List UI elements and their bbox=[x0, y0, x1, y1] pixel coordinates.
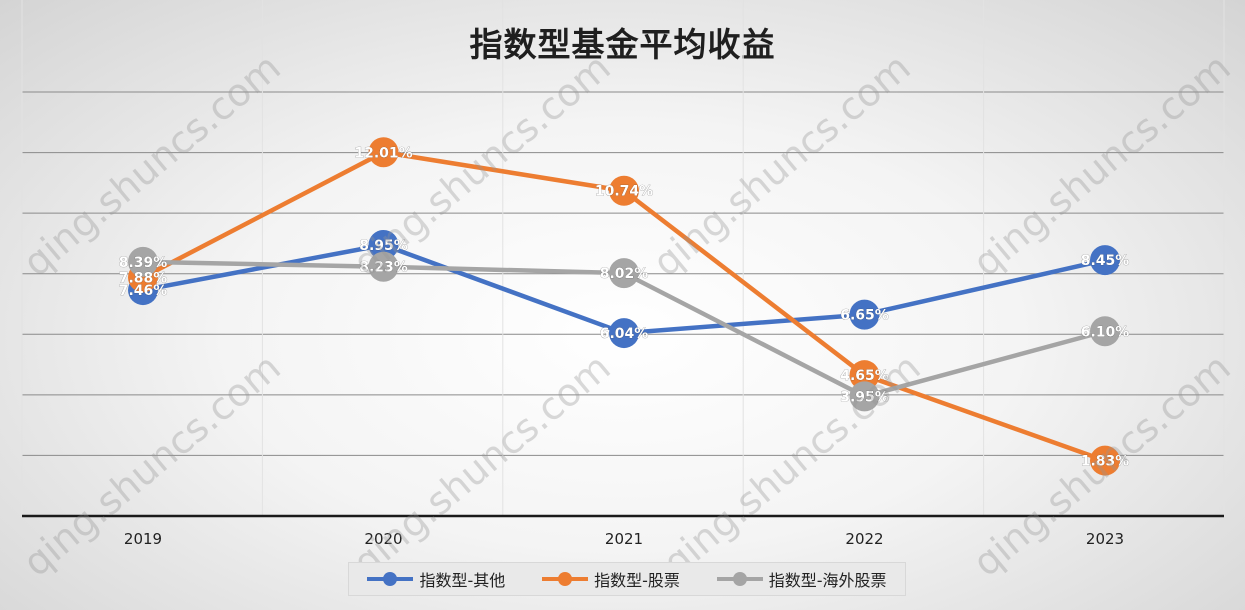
data-label: 6.10% bbox=[1081, 324, 1130, 340]
x-tick-label: 2021 bbox=[605, 530, 643, 548]
data-label: 8.02% bbox=[600, 266, 649, 282]
watermark-text: qing.shuncs.com bbox=[645, 45, 919, 285]
watermark-text: qing.shuncs.com bbox=[15, 345, 289, 585]
x-tick-label: 2020 bbox=[364, 530, 402, 548]
legend-label-overseas: 指数型-海外股票 bbox=[768, 571, 887, 590]
data-point bbox=[128, 246, 158, 277]
data-label: 10.74% bbox=[595, 184, 653, 200]
data-label: 7.46% bbox=[119, 283, 168, 299]
chart-title: 指数型基金平均收益 bbox=[469, 25, 776, 64]
data-label: 8.95% bbox=[359, 238, 408, 254]
x-tick-label: 2019 bbox=[124, 530, 162, 548]
x-tick-label: 2022 bbox=[845, 530, 883, 548]
watermark-text: qing.shuncs.com bbox=[655, 345, 929, 585]
legend-item-overseas[interactable]: 指数型-海外股票 bbox=[716, 567, 887, 591]
data-label: 3.95% bbox=[840, 389, 889, 405]
legend-label-stock: 指数型-股票 bbox=[594, 571, 680, 590]
data-label: 8.45% bbox=[1081, 253, 1130, 269]
data-point bbox=[368, 229, 399, 260]
data-label: 7.88% bbox=[119, 270, 168, 286]
legend-swatch-overseas bbox=[716, 572, 763, 586]
legend-swatch-other bbox=[367, 572, 414, 586]
data-label: 6.65% bbox=[840, 308, 889, 324]
watermark-text: qing.shuncs.com bbox=[345, 345, 619, 585]
watermark-text: qing.shuncs.com bbox=[15, 45, 289, 285]
data-label: 12.01% bbox=[354, 145, 412, 161]
watermark-text: qing.shuncs.com bbox=[965, 345, 1239, 585]
data-point bbox=[849, 299, 880, 330]
legend-item-other[interactable]: 指数型-其他 bbox=[367, 567, 505, 591]
data-point bbox=[609, 175, 639, 206]
legend: 指数型-其他 指数型-股票 指数型-海外股票 bbox=[348, 562, 906, 596]
legend-item-stock[interactable]: 指数型-股票 bbox=[542, 567, 680, 591]
data-point bbox=[368, 137, 399, 168]
legend-label-other: 指数型-其他 bbox=[419, 571, 506, 590]
data-label: 8.23% bbox=[359, 260, 408, 276]
x-tick-label: 2023 bbox=[1086, 530, 1124, 548]
data-label: 8.39% bbox=[119, 255, 168, 271]
data-label: 6.04% bbox=[600, 326, 649, 342]
data-point bbox=[849, 360, 880, 391]
data-point bbox=[1090, 245, 1120, 276]
data-label: 4.65% bbox=[840, 368, 889, 384]
legend-swatch-stock bbox=[542, 572, 589, 586]
data-point bbox=[849, 381, 880, 412]
data-point bbox=[609, 318, 639, 349]
data-point bbox=[1090, 316, 1120, 347]
data-label: 1.83% bbox=[1081, 454, 1130, 470]
data-point bbox=[1090, 445, 1120, 476]
data-point bbox=[609, 258, 639, 289]
data-point bbox=[368, 251, 399, 282]
